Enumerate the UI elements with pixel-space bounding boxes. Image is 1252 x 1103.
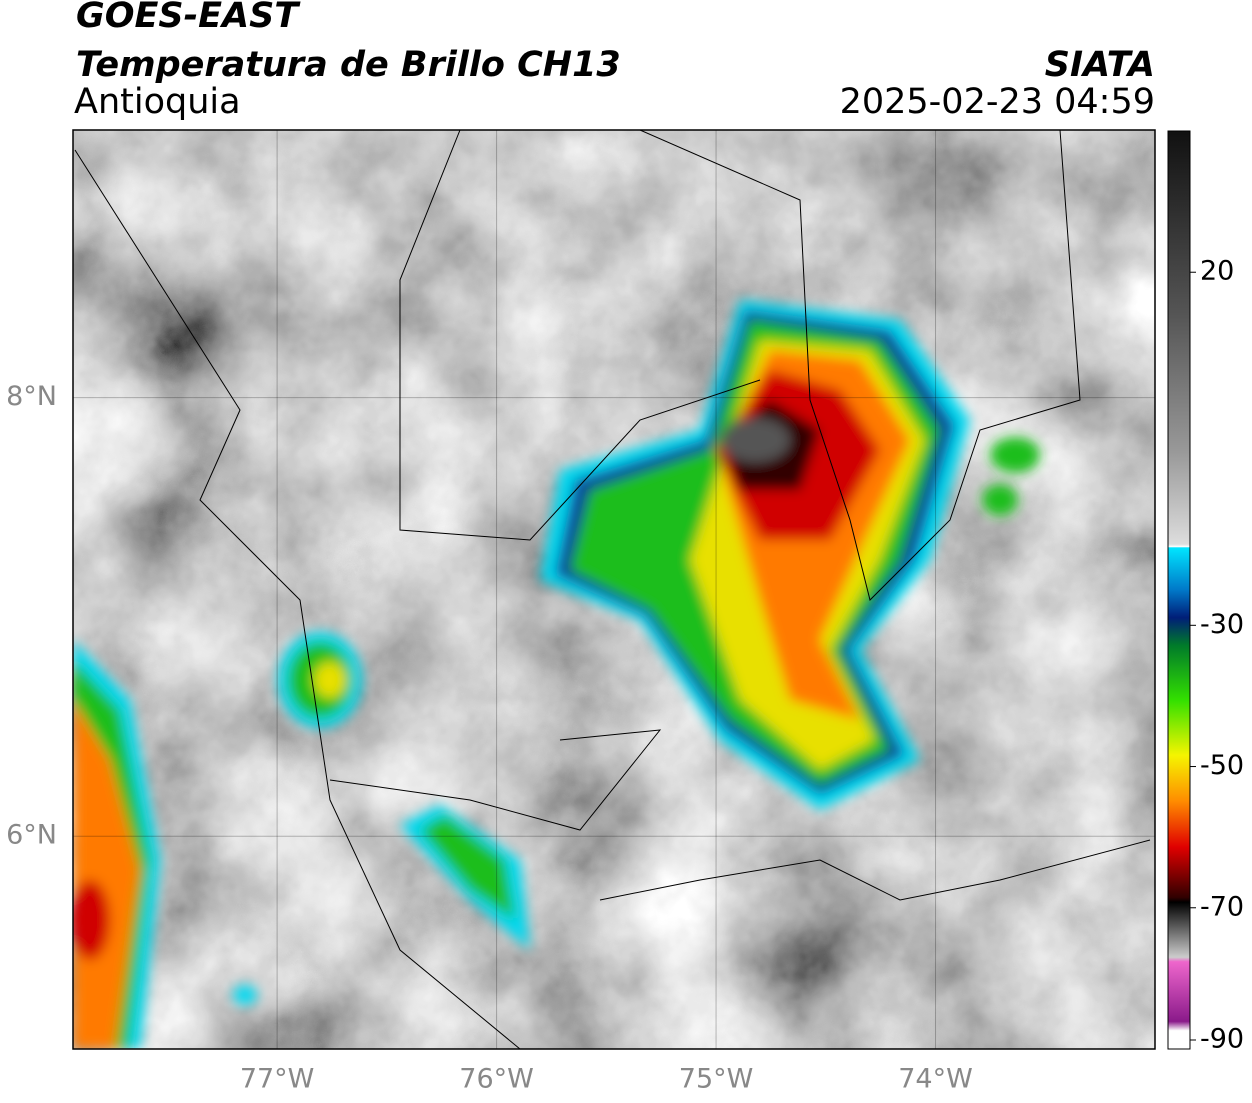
colorbar-tick-label: -50 (1200, 750, 1244, 781)
region: Antioquia (74, 82, 241, 122)
y-tick-label: 6°N (6, 820, 57, 851)
timestamp: 2025-02-23 04:59 (840, 82, 1155, 122)
colorbar-tick-label: 20 (1200, 256, 1234, 287)
colorbar (1167, 130, 1191, 1050)
satellite-image (73, 130, 1155, 1049)
title: GOES-EAST (76, 0, 301, 36)
colorbar-tick-label: -90 (1200, 1024, 1244, 1055)
x-tick-label: 75°W (679, 1064, 754, 1095)
graticule (73, 130, 1155, 1049)
x-tick-label: 74°W (898, 1064, 973, 1095)
subtitle: Temperatura de Brillo CH13 (76, 45, 621, 85)
map-frame (72, 129, 1156, 1050)
colorbar-tick-label: -30 (1200, 609, 1244, 640)
y-tick-label: 8°N (6, 381, 57, 412)
x-tick-label: 77°W (240, 1064, 315, 1095)
x-tick-label: 76°W (459, 1064, 534, 1095)
agency: SIATA (1045, 45, 1155, 85)
colorbar-tick-label: -70 (1200, 891, 1244, 922)
